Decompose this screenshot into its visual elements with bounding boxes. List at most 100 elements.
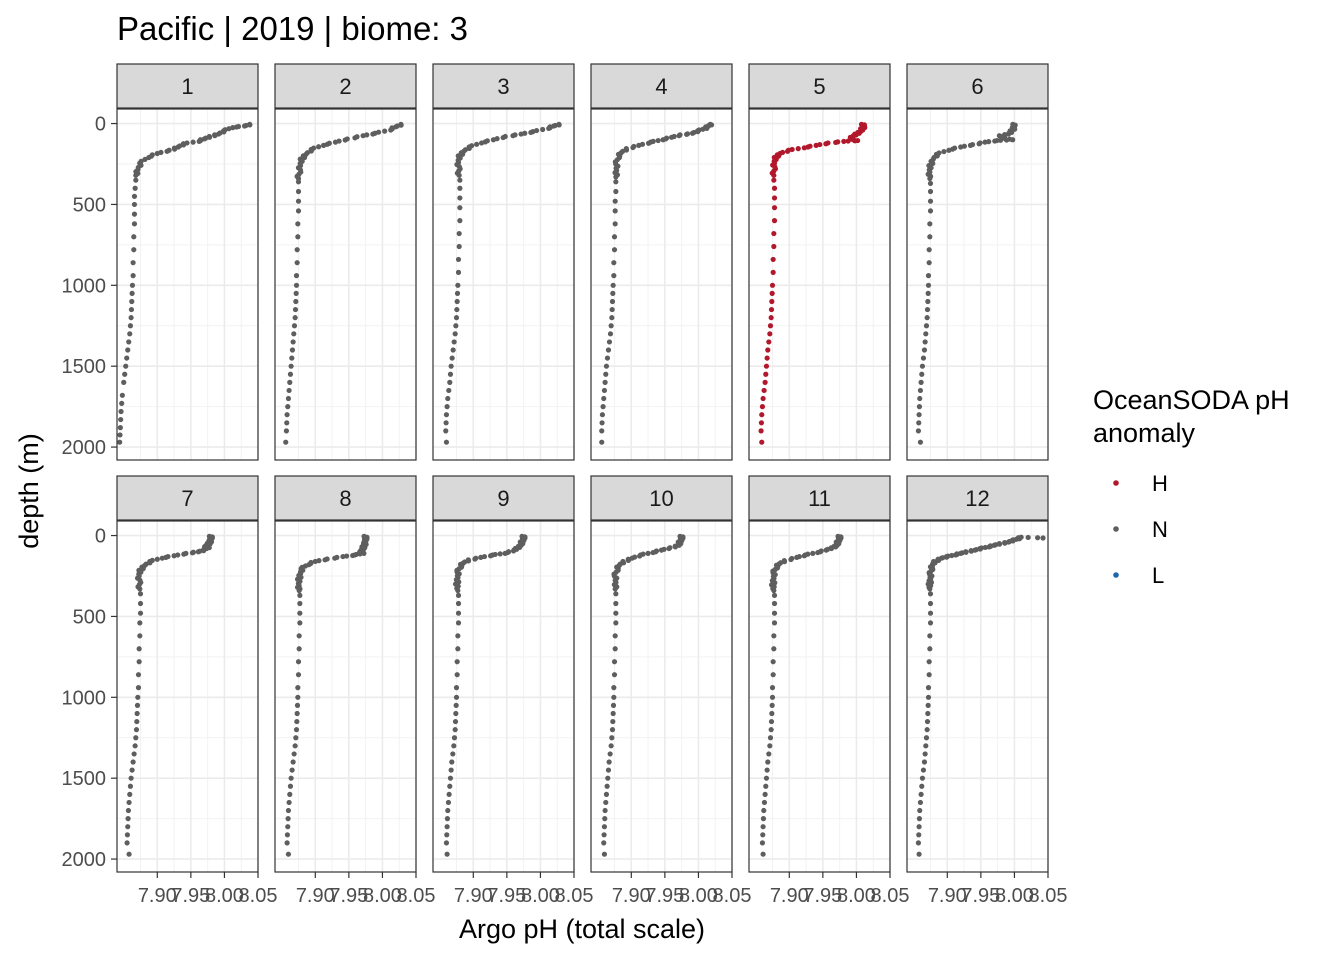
data-point	[294, 247, 300, 253]
panel-border	[748, 108, 891, 461]
data-point	[946, 147, 952, 153]
data-point	[609, 727, 616, 733]
data-point	[602, 379, 608, 385]
panel-border	[906, 108, 1049, 461]
data-point	[611, 273, 617, 279]
data-point	[297, 620, 303, 626]
data-point	[760, 824, 766, 830]
data-point	[650, 549, 656, 556]
data-point	[128, 775, 134, 781]
data-point	[761, 807, 767, 814]
data-point	[285, 816, 291, 822]
data-point	[927, 234, 933, 240]
data-point	[154, 150, 160, 157]
data-point	[1025, 534, 1031, 541]
data-point	[295, 198, 302, 204]
data-point	[660, 137, 666, 143]
data-point	[610, 702, 617, 708]
data-point	[927, 610, 934, 616]
data-point	[447, 775, 454, 781]
data-point	[287, 791, 293, 797]
data-point	[444, 824, 450, 830]
data-point	[613, 591, 619, 597]
data-point	[920, 355, 927, 361]
data-point	[610, 710, 616, 717]
data-point	[916, 824, 922, 830]
data-point	[916, 816, 923, 822]
facet-strip-label: 9	[497, 486, 509, 511]
data-point	[124, 840, 130, 846]
data-point	[123, 363, 129, 369]
data-point	[1003, 137, 1010, 143]
data-point	[453, 710, 459, 717]
data-point	[289, 347, 296, 353]
data-point	[606, 339, 613, 345]
data-point	[135, 672, 142, 678]
data-point	[916, 851, 922, 857]
data-point	[771, 587, 777, 594]
facet-strip	[432, 63, 575, 109]
data-point	[771, 172, 777, 178]
y-tick-label: 1500	[62, 768, 107, 790]
data-point	[291, 323, 298, 329]
data-point	[801, 145, 807, 151]
data-point	[917, 807, 923, 814]
data-point	[602, 807, 608, 814]
data-point	[916, 412, 922, 418]
data-point	[763, 363, 770, 369]
data-point	[285, 395, 292, 402]
data-point	[603, 791, 610, 797]
data-point	[611, 685, 617, 691]
data-point	[125, 816, 131, 822]
data-point	[452, 331, 458, 337]
facet-strip-label: 4	[655, 74, 667, 99]
data-point	[342, 137, 348, 143]
facet-strip-label: 8	[339, 486, 351, 511]
data-point	[813, 142, 819, 148]
data-point	[295, 685, 301, 691]
data-point	[611, 659, 618, 665]
data-point	[456, 172, 462, 178]
data-point	[284, 832, 291, 838]
data-point	[766, 751, 772, 757]
data-point	[357, 551, 363, 557]
data-point	[918, 791, 924, 797]
data-point	[291, 751, 297, 757]
data-point	[296, 646, 302, 652]
facet-strip	[432, 475, 575, 521]
data-point	[927, 208, 934, 214]
data-point	[502, 550, 508, 556]
legend-label: L	[1152, 563, 1164, 588]
data-point	[608, 743, 614, 749]
data-point	[137, 620, 143, 626]
data-point	[142, 156, 148, 163]
data-point	[607, 331, 614, 337]
data-point	[132, 185, 138, 191]
facet-strip	[748, 475, 891, 521]
data-point	[771, 185, 778, 191]
data-point	[117, 425, 123, 431]
data-point	[922, 751, 928, 757]
data-point	[771, 633, 777, 639]
data-point	[455, 592, 462, 599]
data-point	[443, 412, 450, 418]
data-point	[927, 646, 933, 652]
facet-strip-label: 6	[971, 74, 983, 99]
data-point	[762, 379, 768, 385]
data-point	[131, 201, 138, 208]
data-point	[770, 659, 776, 665]
data-point	[927, 175, 933, 182]
data-point	[917, 395, 923, 402]
data-point	[605, 775, 611, 781]
data-point	[154, 556, 160, 562]
data-point	[768, 718, 775, 725]
data-point	[767, 331, 773, 337]
data-point	[297, 610, 303, 616]
data-point	[133, 727, 140, 733]
legend-label: N	[1152, 517, 1168, 542]
y-tick-label: 1500	[62, 356, 107, 378]
x-tick-label: 8.00	[363, 885, 402, 907]
facet-strip-label: 2	[339, 74, 351, 99]
data-point	[130, 260, 136, 266]
data-point	[452, 718, 459, 725]
